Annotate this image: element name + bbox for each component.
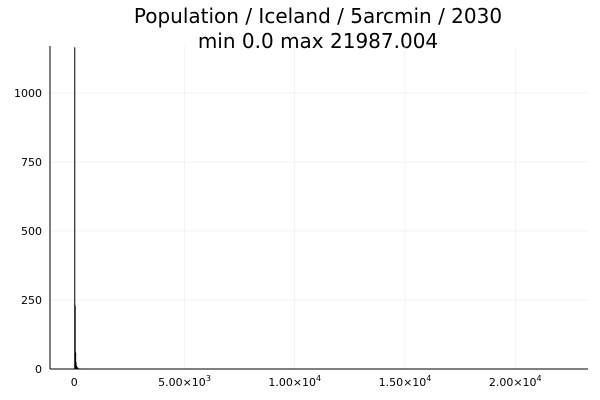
y-tick-label-3: 750: [21, 156, 42, 169]
histogram-bar-2: [75, 352, 77, 369]
histogram-bar-0: [74, 47, 76, 369]
x-tick-label-1: 5.00×103: [158, 374, 211, 389]
x-tick-label-4: 2.00×104: [489, 374, 542, 389]
chart-subtitle: min 0.0 max 21987.004: [198, 29, 438, 53]
y-tick-labels: 0 250 500 750 1000: [14, 87, 42, 376]
histogram-bar-3: [75, 362, 77, 369]
y-tick-label-4: 1000: [14, 87, 42, 100]
y-tick-label-2: 500: [21, 225, 42, 238]
y-tick-label-0: 0: [35, 363, 42, 376]
x-tick-label-0: 0: [71, 376, 78, 389]
chart-title: Population / Iceland / 5arcmin / 2030: [134, 4, 502, 28]
histogram-bars: [74, 47, 560, 370]
histogram-bar-1: [74, 305, 76, 369]
grid-lines: [50, 46, 588, 370]
x-tick-labels: 0 5.00×103 1.00×104 1.50×104 2.00×104: [71, 374, 542, 389]
axes: [49, 46, 588, 370]
y-tick-label-1: 250: [21, 294, 42, 307]
x-tick-label-2: 1.00×104: [268, 374, 321, 389]
x-tick-label-3: 1.50×104: [379, 374, 432, 389]
